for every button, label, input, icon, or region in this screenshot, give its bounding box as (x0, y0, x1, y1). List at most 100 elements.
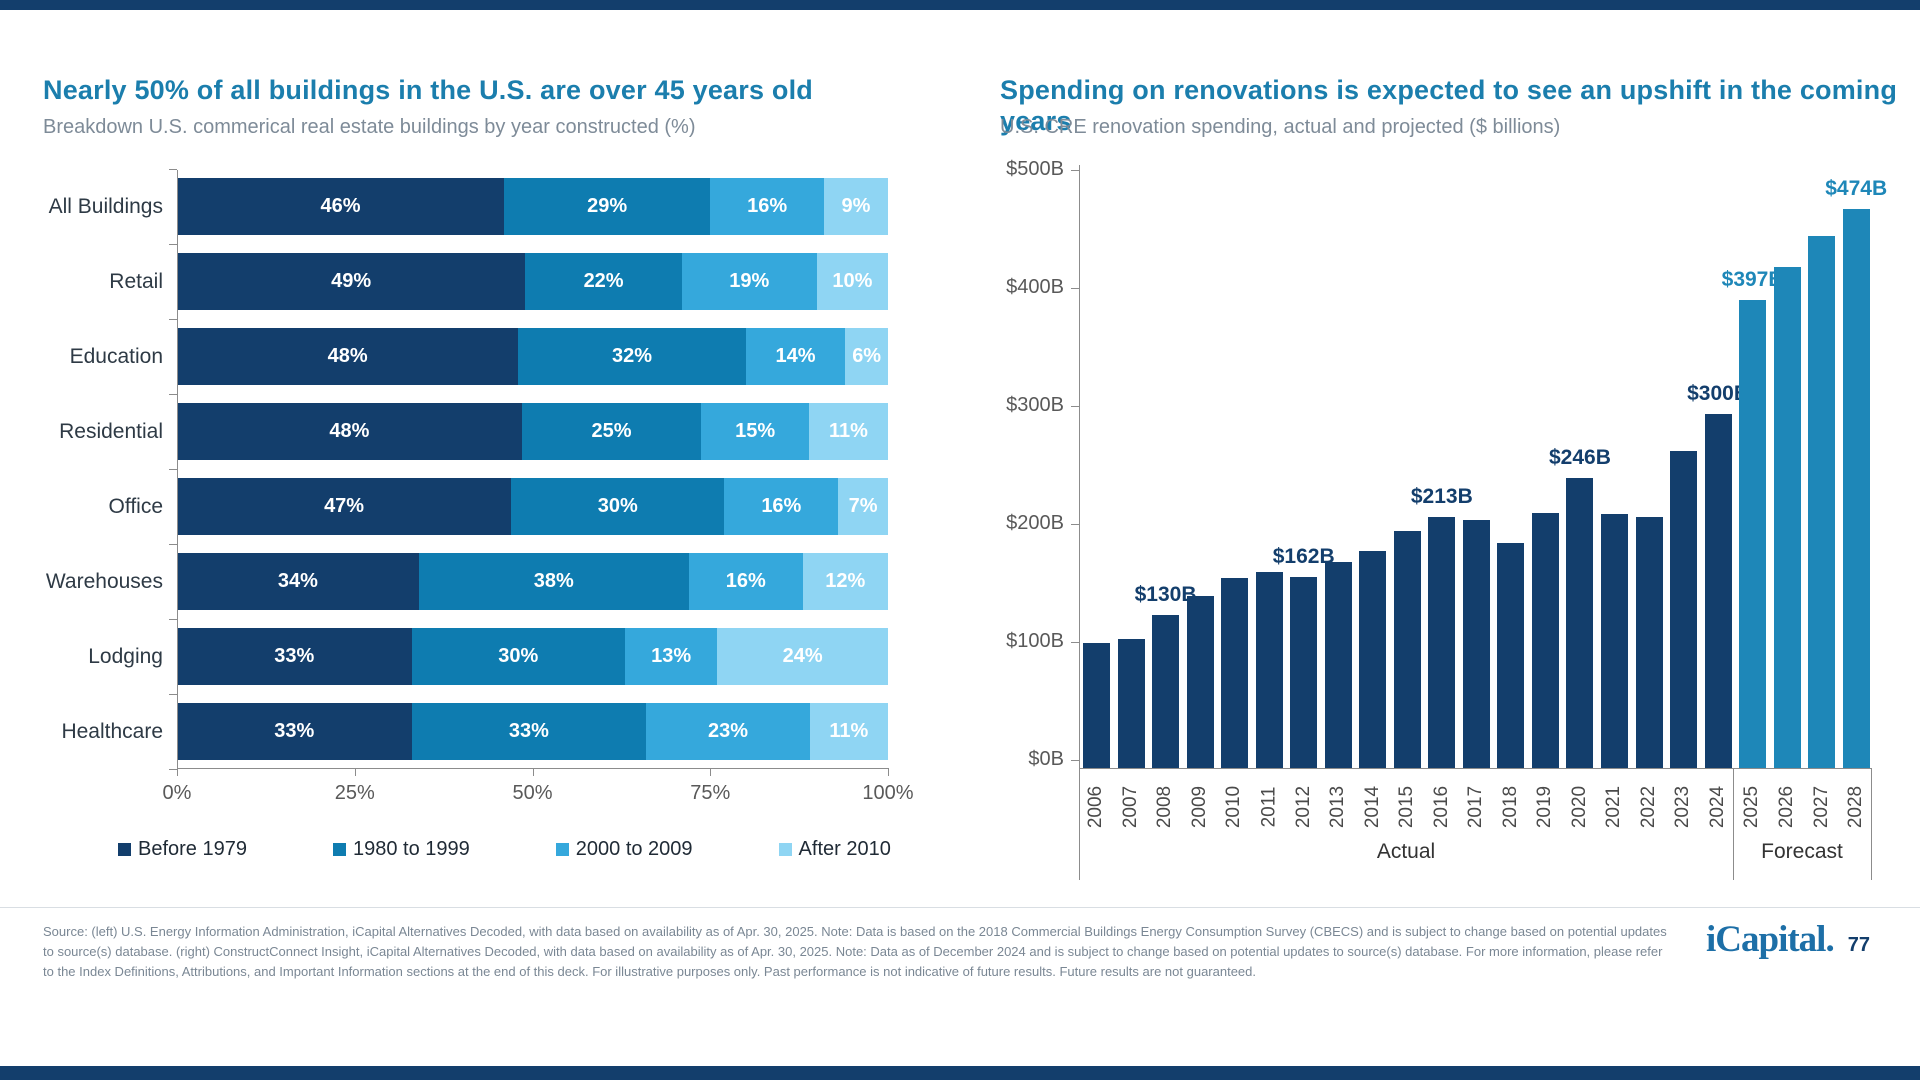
bar-column: 2010 (1221, 178, 1249, 828)
actual-bar (1393, 530, 1421, 768)
bar-segment: 13% (624, 628, 718, 685)
bar-segment: 7% (838, 478, 888, 535)
year-label: 2028 (1845, 785, 1867, 829)
bar-column: 2027 (1808, 178, 1836, 828)
bar-segment: 33% (177, 703, 412, 760)
year-label: 2006 (1085, 785, 1107, 829)
bar-column: $162B 2012 (1273, 178, 1335, 828)
year-label: 2021 (1603, 785, 1625, 829)
stacked-bar: 47% 30% 16% 7% (177, 478, 888, 535)
bar-column: $213B 2016 (1411, 178, 1473, 828)
legend-swatch (118, 843, 131, 856)
bar-column: $474B 2028 (1825, 177, 1887, 828)
x-axis-tick-label: 100% (862, 782, 914, 804)
bar-segment: 11% (808, 403, 888, 460)
x-axis-tick-label: 75% (690, 782, 731, 804)
bar-column: 2011 (1255, 178, 1283, 827)
stacked-bar: 46% 29% 16% 9% (177, 178, 888, 235)
axis-bracket-left-line (1079, 768, 1080, 880)
bar-segment: 32% (518, 328, 746, 385)
y-axis-tick-label: $500B (1006, 158, 1064, 180)
bar-column: 2007 (1117, 178, 1145, 828)
forecast-group-label: Forecast (1761, 840, 1843, 863)
bar-segment: 6% (845, 328, 888, 385)
year-label: 2024 (1707, 785, 1729, 829)
footer-divider (0, 907, 1920, 908)
stacked-bar: 48% 32% 14% 6% (177, 328, 888, 385)
footer-source-text: Source: (left) U.S. Energy Information A… (43, 924, 1667, 980)
year-label: 2015 (1396, 785, 1418, 829)
bar-data-label: $162B (1272, 544, 1335, 568)
bar-column: 2021 (1600, 178, 1628, 828)
actual-group-label: Actual (1376, 840, 1436, 863)
bar-column: 2023 (1670, 178, 1698, 828)
category-label: Residential (59, 419, 163, 443)
stacked-bar: 33% 33% 23% 11% (177, 703, 888, 760)
legend-label: Before 1979 (138, 838, 247, 860)
bar-segment: 16% (688, 553, 803, 610)
x-axis-tick (710, 768, 712, 776)
year-label: 2012 (1292, 785, 1314, 829)
bar-segment: 34% (177, 553, 419, 610)
y-axis-tick (169, 769, 177, 770)
category-label: Office (108, 494, 163, 518)
category-row: Residential 48% 25% 15% 11% (43, 403, 888, 460)
category-label: Healthcare (61, 719, 163, 743)
stacked-bar: 49% 22% 19% 10% (177, 253, 888, 310)
year-label: 2011 (1258, 786, 1280, 828)
bar-column: $130B 2008 (1135, 178, 1197, 829)
legend-label: 2000 to 2009 (575, 838, 693, 860)
bar-segment: 49% (177, 253, 526, 310)
actual-bar (1635, 516, 1663, 768)
y-axis-tick (169, 544, 177, 545)
bar-column: 2013 (1324, 178, 1352, 828)
bar-segment: 14% (745, 328, 846, 385)
bar-data-label: $397B (1721, 267, 1784, 291)
forecast-bar: $474B (1825, 177, 1887, 768)
legend-swatch (555, 843, 569, 856)
bar-segment: 15% (701, 403, 809, 460)
y-axis-tick (169, 619, 177, 620)
bottom-accent-band (0, 1066, 1920, 1080)
x-axis-tick-label: 25% (334, 782, 375, 804)
y-axis-tick (169, 694, 177, 695)
legend-item: After 2010 (778, 838, 891, 861)
y-axis-tick (1071, 524, 1079, 525)
icapital-logo: iCapital. (1706, 919, 1835, 960)
actual-bar (1083, 642, 1110, 768)
bar-segment: 30% (411, 628, 625, 685)
actual-bar (1221, 578, 1249, 768)
left-chart-subtitle: Breakdown U.S. commerical real estate bu… (43, 116, 696, 138)
actual-bar: $213B (1411, 485, 1473, 768)
bar-segment: 11% (809, 703, 888, 760)
category-row: Healthcare 33% 33% 23% 11% (43, 703, 888, 760)
axis-bracket-divider-line (1733, 768, 1734, 880)
y-axis-tick (169, 394, 177, 395)
category-label: Lodging (88, 644, 163, 668)
bar-column: 2006 (1083, 178, 1110, 828)
actual-bar (1324, 561, 1352, 768)
x-axis-tick-label: 0% (162, 782, 192, 804)
y-axis-tick-label: $0B (1028, 748, 1064, 770)
page-number: 77 (1847, 934, 1870, 956)
actual-bar (1359, 550, 1387, 768)
stacked-bar: 48% 25% 15% 11% (177, 403, 888, 460)
right-chart-y-axis-line (1079, 165, 1080, 768)
y-axis-tick (1071, 288, 1079, 289)
bar-segment: 9% (823, 178, 888, 235)
actual-bar: $162B (1273, 545, 1335, 768)
year-label: 2014 (1361, 785, 1383, 829)
bar-segment: 24% (717, 628, 888, 685)
actual-bar (1670, 450, 1698, 768)
bar-column: $246B 2020 (1549, 178, 1611, 828)
year-label: 2027 (1810, 785, 1832, 829)
left-chart-legend: Before 1979 1980 to 1999 2000 to 2009 After… (118, 838, 891, 861)
y-axis-tick (169, 244, 177, 245)
bar-data-label: $130B (1134, 582, 1197, 606)
category-row: All Buildings 46% 29% 16% 9% (43, 178, 888, 235)
right-chart-subtitle: U.S. CRE renovation spending, actual and… (1000, 116, 1561, 138)
actual-bar (1186, 595, 1214, 768)
bar-segment: 22% (525, 253, 682, 310)
year-label: 2019 (1534, 785, 1556, 829)
bar-data-label: $246B (1548, 445, 1611, 469)
